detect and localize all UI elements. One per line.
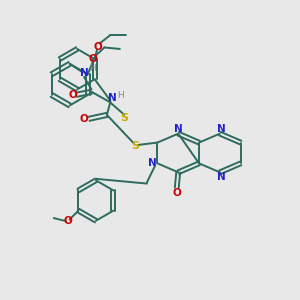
Text: N: N — [148, 158, 157, 168]
Text: O: O — [172, 188, 181, 197]
Text: O: O — [93, 42, 102, 52]
Text: H: H — [117, 91, 124, 100]
Text: S: S — [120, 112, 128, 123]
Text: O: O — [68, 90, 77, 100]
Text: N: N — [174, 124, 183, 134]
Text: O: O — [64, 216, 72, 226]
Text: N: N — [108, 93, 116, 103]
Text: H: H — [90, 64, 96, 74]
Text: S: S — [132, 141, 140, 152]
Text: N: N — [80, 68, 88, 78]
Text: N: N — [217, 172, 226, 182]
Text: O: O — [79, 114, 88, 124]
Text: N: N — [217, 124, 226, 134]
Text: O: O — [89, 54, 98, 64]
